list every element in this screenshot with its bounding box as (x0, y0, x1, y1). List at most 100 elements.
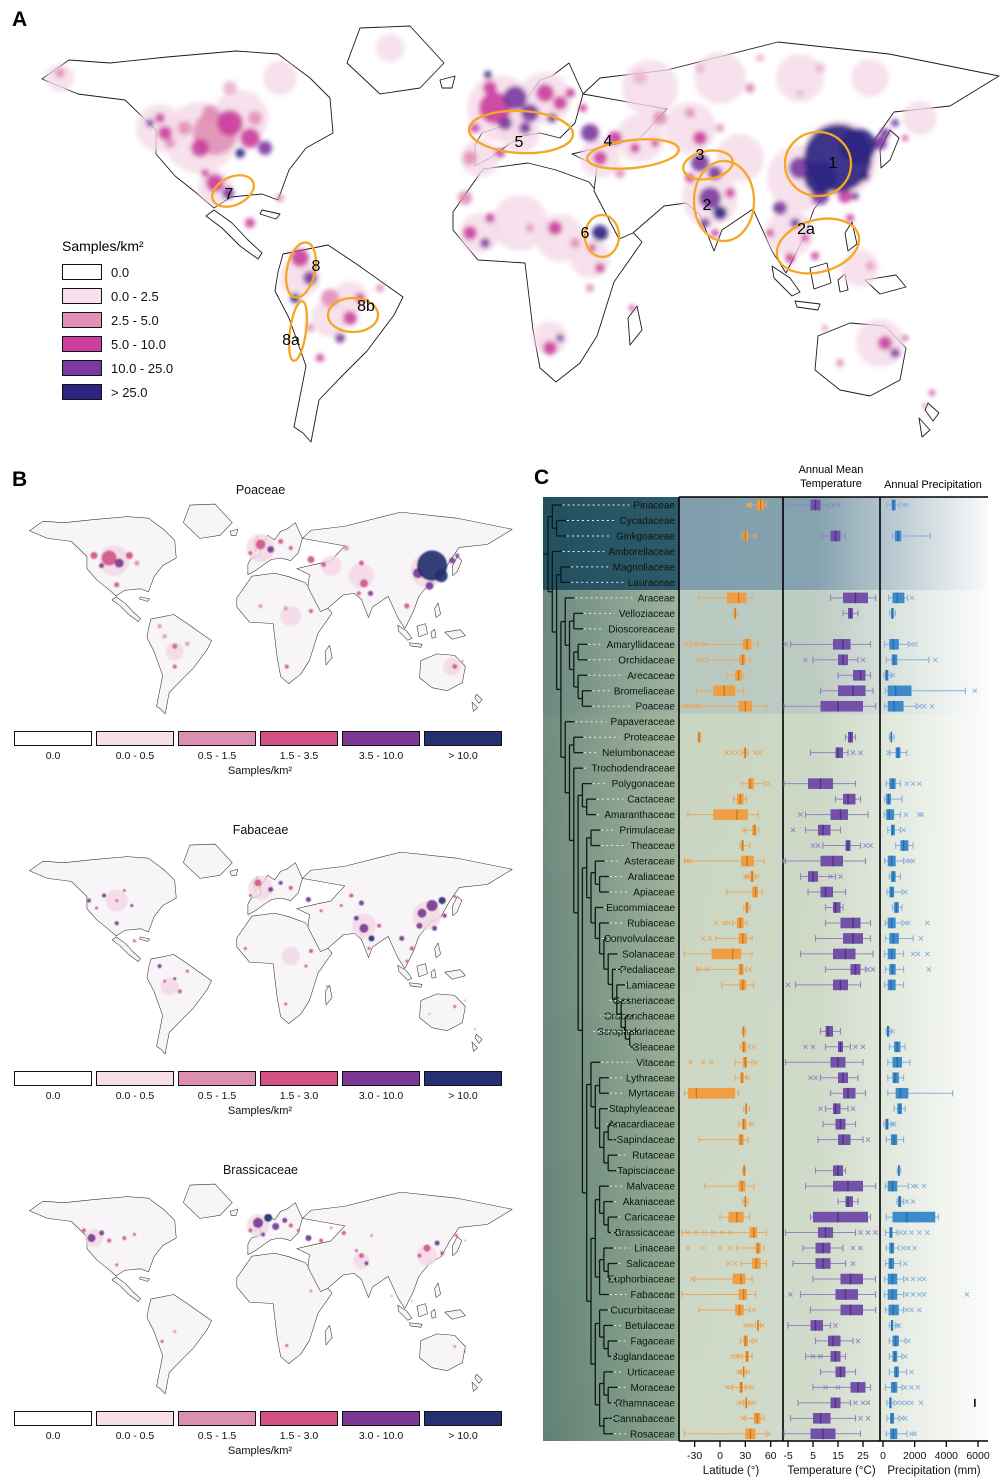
sample-density-hotspots (81, 1213, 466, 1353)
region-label-4: 4 (604, 133, 613, 150)
legend-bin-label: 1.5 - 3.5 (279, 750, 319, 762)
density-hotspot (592, 225, 608, 241)
density-hotspot (811, 252, 819, 260)
temperature-boxplots (781, 499, 878, 1440)
density-hotspot (359, 923, 369, 933)
family-label: Salicaceae (626, 1259, 675, 1270)
legend-swatch (96, 1411, 174, 1426)
legend-swatch (424, 1411, 502, 1426)
legend-swatch (62, 312, 102, 328)
legend-item: > 10.0 (424, 731, 502, 762)
density-hotspot (235, 148, 245, 158)
panel-a-label: A (12, 8, 28, 31)
region-label-1: 1 (829, 155, 838, 172)
legend-title: Samples/km² (227, 1105, 293, 1117)
density-hotspot (399, 935, 405, 941)
axis-title: Precipitation (mm) (887, 1465, 980, 1477)
density-hotspot (873, 136, 887, 150)
world-sample-density-map: 1 2 2a 3 4 5 6 7 8 8a 8b (41, 25, 1000, 443)
density-hotspot (453, 1344, 457, 1349)
density-hotspot (377, 923, 382, 928)
family-label: Araliaceae (628, 872, 676, 883)
legend-bin-label: 0.0 - 2.5 (111, 288, 159, 304)
density-hotspot (155, 113, 165, 123)
density-hotspot (880, 128, 890, 138)
density-hotspot (453, 894, 457, 899)
family-label: Proteaceae (624, 733, 676, 744)
legend-item: 0.5 - 1.5 (178, 1071, 256, 1102)
family-label: Papaveraceae (611, 717, 676, 728)
density-hotspot (321, 555, 342, 576)
family-label: Staphyleaceae (609, 1104, 676, 1115)
density-hotspot (329, 1226, 333, 1230)
density-hotspot (438, 897, 446, 905)
family-label: Vitaceae (636, 1058, 675, 1069)
density-hotspot (651, 139, 659, 147)
density-hotspot (700, 218, 710, 228)
density-hotspot (114, 558, 124, 568)
legend-swatch (260, 731, 338, 746)
density-hotspot (653, 111, 667, 125)
density-hotspot (87, 1233, 96, 1243)
family-label: Solanaceae (622, 949, 675, 960)
brassicaceae-density-map (29, 1183, 513, 1395)
axis-title: Temperature (°C) (787, 1465, 875, 1477)
density-hotspot (136, 104, 184, 152)
density-hotspot (416, 922, 423, 929)
sample-density-hotspots (86, 875, 476, 1031)
legend-bin-label: 0.0 - 0.5 (115, 750, 155, 762)
family-label: Trochodendraceae (591, 764, 675, 775)
density-hotspot (629, 305, 635, 311)
region-outline-4 (586, 138, 680, 170)
temperature-column-header: Annual Mean Temperature (741, 464, 921, 491)
density-hotspot (358, 560, 364, 566)
density-hotspot (536, 84, 554, 102)
legend-swatch (62, 360, 102, 376)
density-hotspot (217, 110, 243, 136)
axis-tick-label: 0 (717, 1450, 723, 1462)
legend-bin-label: > 25.0 (111, 384, 148, 400)
temperature-header-line1: Annual Mean (798, 464, 864, 476)
family-labels: Pinaceae Cycadaceae Ginkgoaceae Amborellace… (591, 501, 675, 1441)
density-hotspot (321, 562, 327, 568)
legend-item: 0.5 - 1.5 (178, 1411, 256, 1442)
density-hotspot (367, 590, 374, 596)
density-hotspot (122, 1236, 127, 1241)
family-label: Theaceae (631, 841, 676, 852)
legend-bin-label: 0.5 - 1.5 (197, 1430, 237, 1442)
family-label: Urticaceae (627, 1367, 675, 1378)
sample-density-hotspots (90, 533, 464, 676)
legend-item: 0.0 - 0.5 (96, 1411, 174, 1442)
family-label: Cycadaceae (619, 516, 675, 527)
legend-swatch (342, 1411, 420, 1426)
density-hotspot (185, 641, 190, 646)
density-hotspot (243, 946, 247, 950)
density-hotspot (902, 135, 908, 141)
density-hotspot (99, 1230, 105, 1236)
density-hotspot (630, 143, 640, 153)
density-hotspot (579, 104, 587, 112)
legend-swatch (62, 384, 102, 400)
density-hotspot (593, 151, 607, 165)
density-hotspot (306, 324, 314, 332)
plot-borders (678, 496, 988, 1442)
axis-tick-label: 0 (880, 1450, 886, 1462)
density-hotspot (115, 899, 119, 903)
density-hotspot (55, 68, 65, 78)
density-hotspot (132, 1232, 136, 1237)
density-hotspot (615, 168, 625, 178)
family-label: Oleaceae (632, 1042, 675, 1053)
density-hotspot (521, 104, 539, 122)
density-hotspot (463, 151, 477, 165)
legend-swatch (14, 1071, 92, 1086)
legend-item: 0.5 - 1.5 (178, 731, 256, 762)
density-hotspot (492, 195, 548, 251)
density-hotspot (725, 188, 735, 198)
family-label: Eucommiaceae (606, 903, 675, 914)
density-hotspot (95, 906, 99, 910)
world-landmasses (29, 843, 513, 1055)
density-hotspot (261, 1232, 266, 1237)
density-hotspot (463, 1239, 466, 1242)
density-hotspot (158, 126, 172, 140)
density-hotspot (276, 194, 284, 202)
